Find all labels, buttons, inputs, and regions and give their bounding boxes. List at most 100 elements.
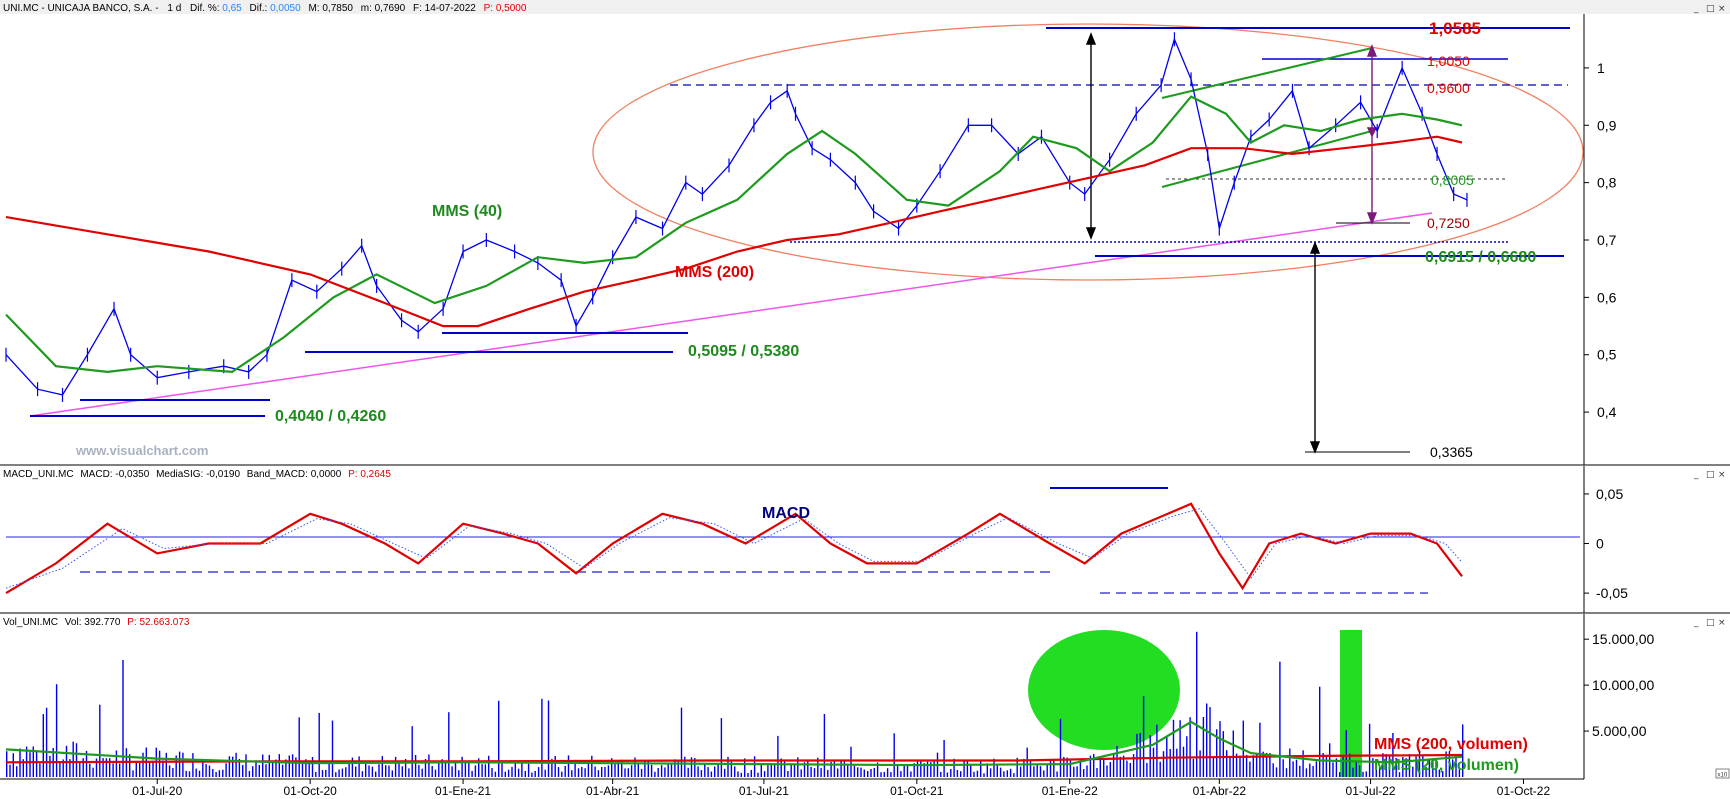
volume-bar-139 [468, 761, 470, 777]
volume-bar-84 [285, 759, 287, 777]
volume-bar-324 [1083, 769, 1085, 777]
volume-bar-335 [1119, 756, 1121, 777]
volume-bar-127 [428, 754, 430, 777]
volume-bar-207 [694, 758, 696, 777]
macd-window-controls[interactable]: _ □ × [1693, 470, 1726, 480]
volume-maximize-icon[interactable]: □ [1706, 618, 1715, 628]
volume-bar-79 [268, 754, 270, 777]
volume-bar-382 [1275, 767, 1278, 777]
volume-bar-262 [876, 762, 879, 777]
corner-scale-box[interactable] [1715, 768, 1730, 779]
volume-bar-87 [295, 757, 297, 777]
volume-bar-185 [621, 759, 623, 777]
volume-bar-100 [338, 769, 340, 777]
volume-bar-277 [926, 761, 929, 777]
minimize-icon[interactable]: _ [1693, 4, 1699, 14]
volume-bar-49 [168, 765, 171, 777]
volume-bar-306 [1023, 758, 1025, 777]
volume-bar-151 [507, 769, 510, 777]
volume-bar-260 [870, 769, 872, 777]
channel-upper-line [1161, 47, 1373, 99]
volume-bar-46 [158, 750, 161, 777]
volume-bar-431 [1438, 769, 1441, 777]
price-window-controls[interactable]: _ □ × [1693, 4, 1726, 14]
volume-bar-321 [1073, 766, 1075, 777]
volume-bar-434 [1448, 751, 1451, 777]
volume-bar-347 [1159, 761, 1161, 777]
volume-bar-94 [318, 712, 320, 777]
volume-bar-436 [1455, 755, 1457, 777]
volume-bar-219 [734, 766, 736, 777]
volume-bar-48 [165, 752, 167, 777]
volume-bar-72 [245, 754, 247, 777]
volume-bar-85 [288, 755, 290, 777]
macd-maximize-icon[interactable]: □ [1706, 470, 1715, 480]
volume-bar-284 [950, 769, 952, 777]
volume-bar-420 [1402, 757, 1404, 777]
volume-bar-388 [1295, 759, 1298, 777]
price-label-0404-0426: 0,4040 / 0,4260 [275, 408, 386, 425]
volume-bar-250 [837, 768, 839, 777]
volume-bar-178 [597, 770, 600, 777]
volume-bar-307 [1026, 747, 1028, 777]
volume-bar-288 [963, 759, 965, 777]
volume-bar-103 [348, 761, 350, 777]
volume-bar-20 [72, 741, 74, 777]
volume-bar-279 [933, 759, 935, 777]
volume-bar-88 [298, 717, 300, 777]
volume-y-axis: 15.000,00 10.000,00 5.000,00 [1584, 631, 1654, 739]
volume-bar-291 [973, 771, 975, 777]
volume-bar-379 [1265, 752, 1268, 777]
volume-bar-271 [906, 765, 909, 777]
series-line-0-1 [5, 95, 1463, 374]
macd-title-bar [0, 466, 1730, 480]
price-y-tick-label-6: 0,4 [1597, 404, 1617, 420]
volume-bar-254 [850, 746, 852, 777]
maximize-icon[interactable]: □ [1706, 4, 1715, 14]
close-icon[interactable]: × [1718, 4, 1726, 14]
volume-bar-332 [1109, 762, 1111, 777]
volume-bar-171 [574, 759, 576, 777]
series-line-0-0 [5, 37, 1468, 396]
volume-bar-0 [6, 751, 8, 777]
volume-bar-354 [1182, 746, 1185, 777]
watermark: www.visualchart.com [75, 443, 208, 458]
x-tick-label-3: 01-Abr-21 [586, 784, 640, 798]
volume-bar-325 [1086, 765, 1088, 777]
volume-bar-122 [411, 726, 413, 777]
volume-bar-317 [1059, 718, 1062, 777]
volume-bar-111 [375, 771, 377, 777]
volume-minimize-icon[interactable]: _ [1693, 618, 1699, 628]
volume-window-controls[interactable]: _ □ × [1693, 618, 1726, 628]
price-header: UNI.MC - UNICAJA BANCO, S.A. - 1 d Dif. … [3, 3, 527, 14]
volume-close-icon[interactable]: × [1718, 618, 1726, 628]
volume-bar-356 [1189, 717, 1191, 777]
price-y-tick-label-5: 0,5 [1597, 347, 1617, 363]
volume-bar-244 [817, 757, 819, 777]
volume-bar-173 [581, 766, 583, 777]
volume-bar-81 [275, 759, 277, 777]
volume-bar-365 [1219, 721, 1221, 777]
volume-bar-11 [42, 714, 44, 777]
volume-bar-154 [517, 768, 520, 777]
volume-bar-51 [175, 755, 177, 777]
price-label-0960: 0,9600 [1427, 80, 1470, 96]
volume-bar-162 [544, 769, 546, 777]
volume-bar-75 [255, 760, 257, 777]
volume-bar-389 [1299, 765, 1301, 777]
macd-close-icon[interactable]: × [1718, 470, 1726, 480]
volume-bar-367 [1226, 750, 1228, 777]
volume-bar-430 [1435, 760, 1437, 777]
volume-bar-290 [970, 764, 972, 777]
volume-bar-126 [424, 759, 427, 777]
macd-minimize-icon[interactable]: _ [1693, 470, 1699, 480]
volume-bar-341 [1139, 733, 1141, 777]
volume-bar-169 [567, 755, 570, 777]
volume-bar-52 [178, 751, 181, 777]
volume-bar-252 [843, 761, 846, 777]
volume-bar-34 [119, 763, 121, 777]
volume-bar-24 [85, 750, 88, 777]
volume-bar-416 [1388, 756, 1391, 777]
volume-bar-225 [753, 756, 756, 777]
volume-bar-386 [1289, 748, 1291, 777]
